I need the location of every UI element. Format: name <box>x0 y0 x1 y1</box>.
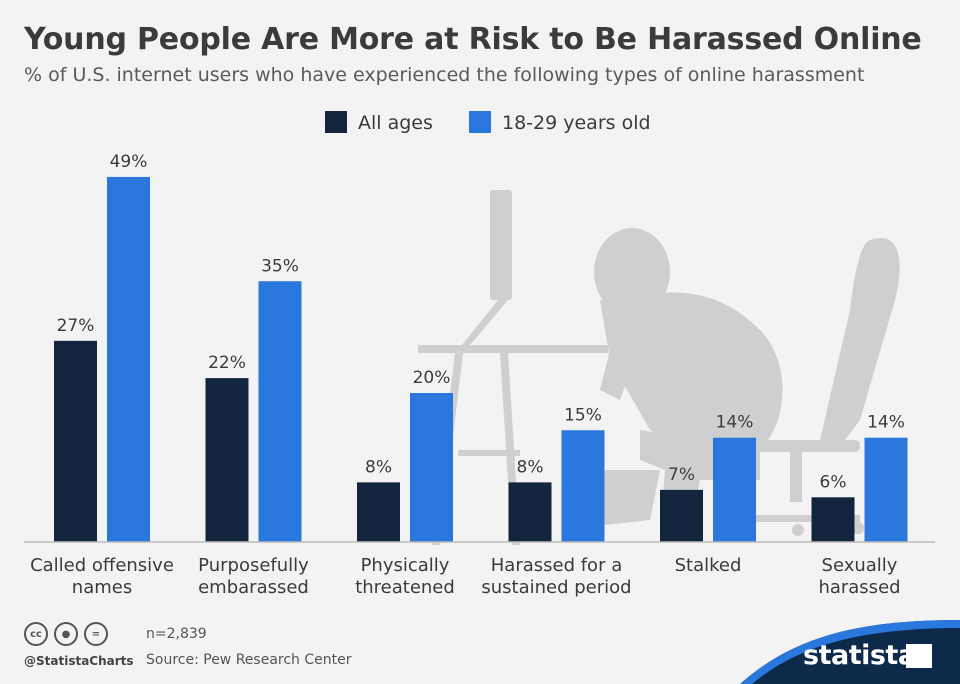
bar-value-label-2-0: 8% <box>365 457 392 477</box>
category-label-5-0: Sexually <box>822 555 898 576</box>
twitter-handle[interactable]: @StatistaCharts <box>24 654 134 668</box>
category-label-1-0: Purposefully <box>198 555 309 576</box>
category-label-4-0: Stalked <box>675 555 742 576</box>
license-icons: cc ● = <box>24 622 108 646</box>
bar-0-0[interactable] <box>54 340 97 542</box>
category-label-0-0: Called offensive <box>30 555 174 576</box>
category-label-0-1: names <box>72 577 132 598</box>
legend-swatch-0 <box>325 111 347 133</box>
bar-1-0[interactable] <box>205 378 249 542</box>
bar-5-0[interactable] <box>811 497 855 542</box>
category-label-2-0: Physically <box>361 555 450 576</box>
bar-value-label-4-1: 14% <box>716 413 754 433</box>
bar-3-0[interactable] <box>508 482 552 542</box>
bar-value-label-3-1: 15% <box>564 405 602 425</box>
bar-3-1[interactable] <box>561 430 605 542</box>
statista-logo-mark-icon <box>906 644 932 668</box>
bar-5-1[interactable] <box>864 437 908 542</box>
bar-4-1[interactable] <box>713 437 756 542</box>
bar-2-0[interactable] <box>357 482 400 542</box>
bar-value-label-4-0: 7% <box>668 465 695 485</box>
bar-4-0[interactable] <box>660 489 703 542</box>
bar-value-label-0-0: 27% <box>57 316 95 336</box>
bar-value-label-5-1: 14% <box>867 413 905 433</box>
by-icon[interactable]: ● <box>54 622 78 646</box>
statista-logo[interactable]: statista <box>803 640 916 671</box>
bar-value-label-5-0: 6% <box>820 472 847 492</box>
chart-legend: All ages 18-29 years old <box>325 111 651 134</box>
source-note: Source: Pew Research Center <box>146 652 352 668</box>
nd-icon[interactable]: = <box>84 622 108 646</box>
chart-subtitle: % of U.S. internet users who have experi… <box>24 64 865 86</box>
bar-2-1[interactable] <box>410 393 453 542</box>
legend-swatch-1 <box>469 111 491 133</box>
bar-0-1[interactable] <box>107 176 150 542</box>
bar-value-label-1-1: 35% <box>261 256 299 276</box>
category-label-1-1: embarassed <box>198 577 309 598</box>
bar-value-label-2-1: 20% <box>413 368 451 388</box>
legend-label-1: 18-29 years old <box>502 112 651 134</box>
category-label-2-1: threatened <box>355 577 455 598</box>
category-label-3-1: sustained period <box>481 577 631 598</box>
bar-value-label-3-0: 8% <box>517 457 544 477</box>
bar-value-label-0-1: 49% <box>110 152 148 172</box>
cc-icon[interactable]: cc <box>24 622 48 646</box>
sample-size-note: n=2,839 <box>146 626 207 642</box>
legend-label-0: All ages <box>358 112 433 134</box>
category-label-5-1: harassed <box>818 577 900 598</box>
chart-title: Young People Are More at Risk to Be Hara… <box>24 22 922 57</box>
bar-value-label-1-0: 22% <box>208 353 246 373</box>
category-label-3-0: Harassed for a <box>491 555 622 576</box>
bars: 27% 49% 22% 35% 8% 20% 8% 15% 7% 14% 6% 14% <box>54 152 908 542</box>
bar-1-1[interactable] <box>258 281 302 542</box>
